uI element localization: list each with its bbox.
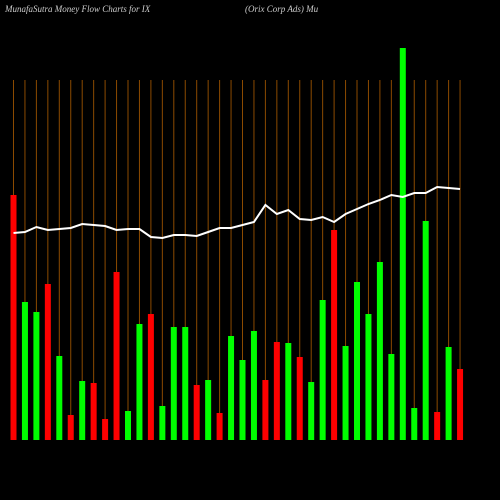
bar [44,284,51,440]
bar [445,347,452,440]
bar [296,357,303,440]
bar [434,412,441,440]
bar [273,342,280,440]
bar [457,369,464,440]
bar [216,413,223,440]
bar [354,282,360,440]
bar [399,48,406,440]
bar [33,312,40,440]
bar [102,419,109,440]
bar [21,302,28,440]
bar [205,380,212,440]
bar [262,380,269,440]
bar [411,408,418,440]
bar [193,385,200,440]
bar [376,262,383,440]
bar [331,230,338,440]
bar [285,343,292,440]
bar [170,327,177,440]
bar [136,324,143,440]
bar [159,406,166,440]
bar [147,314,154,440]
bar [239,360,246,440]
bar [342,346,349,440]
bar [365,314,372,440]
bar [388,354,395,440]
line [13,185,461,240]
bar [308,382,315,440]
bar [90,383,97,440]
bar [250,331,257,440]
bar [182,327,189,440]
bar [422,221,429,440]
bar [10,195,17,440]
bar [319,300,326,440]
bar [228,336,235,440]
bar [125,411,131,440]
bar [79,381,86,440]
bar [113,272,120,440]
chart-subtitle: (Orix Corp Ads) Mu [245,4,319,14]
chart-title: MunafaSutra Money Flow Charts for IX [4,4,151,14]
bar [56,356,63,440]
bar [67,415,74,440]
